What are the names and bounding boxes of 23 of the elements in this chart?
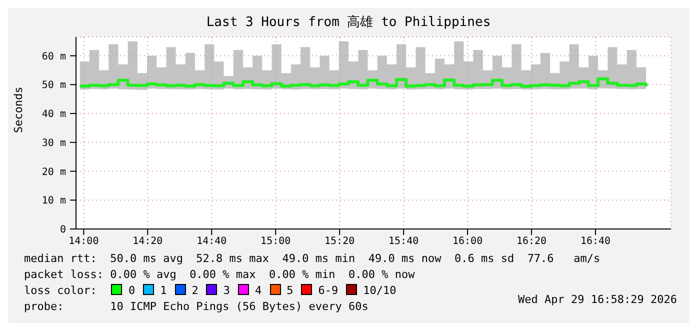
x-tick-label: 15:40 xyxy=(388,236,419,248)
y-tick-label: 50 m xyxy=(42,80,66,92)
x-tick-label: 14:00 xyxy=(68,236,99,248)
text: loss color: 0 1 2 3 4 5 6-9 10/10 xyxy=(24,284,396,297)
y-tick-label: 40 m xyxy=(42,109,66,120)
x-tick-label: 16:20 xyxy=(516,236,547,248)
x-tick-label: 14:20 xyxy=(132,236,163,248)
x-tick-label: 16:40 xyxy=(580,236,611,248)
x-tick-label: 16:00 xyxy=(452,236,483,248)
y-tick-label: 30 m xyxy=(42,138,66,149)
y-tick-label: 20 m xyxy=(42,166,66,178)
y-tick-label: 60 m xyxy=(42,51,66,62)
chart-title: Last 3 Hours from 高雄 to Philippines xyxy=(205,14,492,32)
x-tick-label: 15:20 xyxy=(324,236,355,248)
y-axis-title: Seconds xyxy=(12,86,25,133)
text: probe: 10 ICMP Echo Pings (56 Bytes) every 60s xyxy=(24,300,368,313)
text: packet loss: 0.00 % avg 0.00 % max 0.00 % min 0.00 % now xyxy=(24,267,416,283)
y-tick-label: 10 m xyxy=(42,196,66,207)
y-tick-label: 0 xyxy=(60,224,66,236)
text: Wed Apr 29 16:58:29 2026 xyxy=(518,292,677,308)
text: median rtt: 50.0 ms avg 52.8 ms max 49.0 ms min 49.0 ms now 0.6 ms sd 77.6 am/s xyxy=(24,251,602,267)
x-tick-label: 15:00 xyxy=(260,236,291,248)
x-tick-label: 14:40 xyxy=(196,236,227,248)
